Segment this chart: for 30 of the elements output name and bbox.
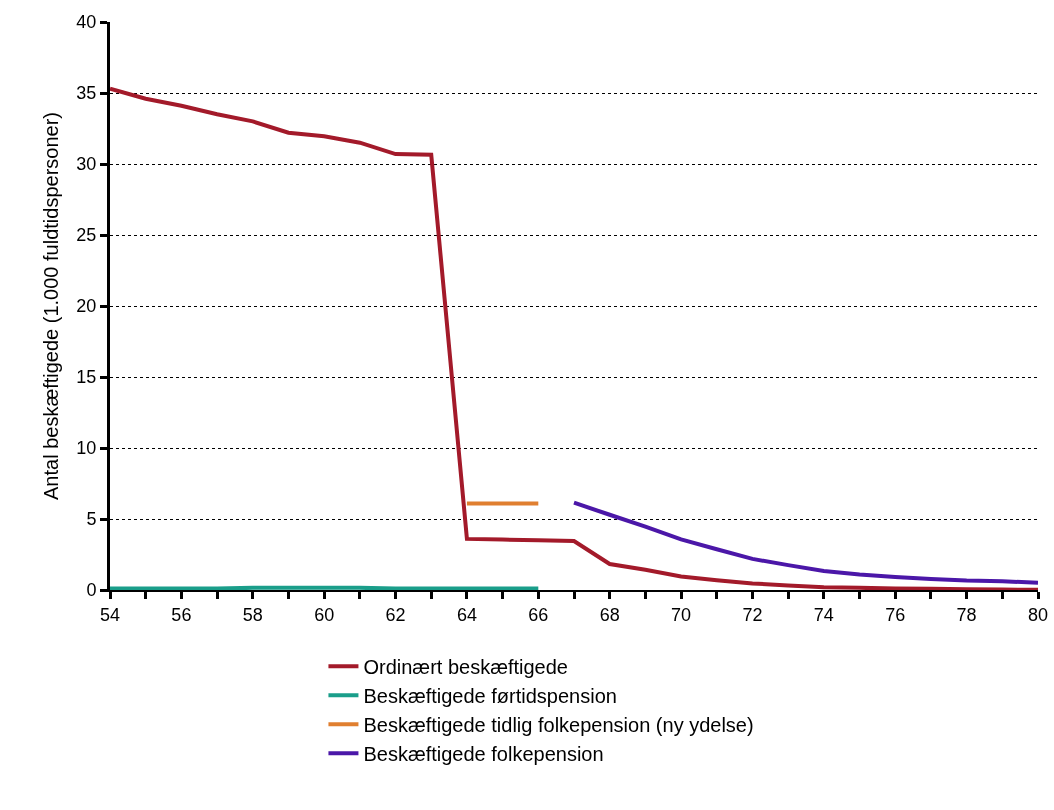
x-tick-label: 56: [171, 604, 192, 625]
y-tick-label: 5: [86, 509, 97, 530]
x-tick-label: 76: [885, 604, 906, 625]
x-tick-label: 54: [99, 604, 121, 625]
y-tick-label: 25: [76, 225, 97, 246]
x-tick-label: 60: [314, 604, 335, 625]
legend-label: Beskæftigede folkepension: [363, 743, 604, 766]
x-tick-label: 72: [742, 604, 763, 625]
x-tick-label: 70: [671, 604, 692, 625]
y-tick-label: 10: [76, 438, 97, 459]
y-tick-label: 20: [76, 296, 97, 317]
x-tick-label: 80: [1027, 604, 1049, 625]
x-tick-label: 62: [385, 604, 406, 625]
y-tick-label: 40: [76, 12, 97, 33]
x-tick-label: 64: [456, 604, 477, 625]
x-tick-label: 78: [956, 604, 977, 625]
line-series: [572, 500, 1038, 585]
y-tick-label: 15: [76, 367, 97, 388]
y-axis-title: Antal beskæftigede (1.000 fuldtidspersoner): [40, 111, 62, 501]
y-tick-label: 30: [76, 154, 97, 175]
line-series: [110, 86, 1038, 590]
y-tick-label: 0: [86, 580, 97, 601]
x-tick-label: 74: [813, 604, 834, 625]
x-tick-label: 68: [599, 604, 620, 625]
y-tick-label: 35: [76, 83, 97, 104]
legend-label: Beskæftigede tidlig folkepension (ny ydelse): [363, 714, 754, 737]
legend-label: Ordinært beskæftigede: [363, 656, 568, 679]
x-tick-label: 66: [528, 604, 549, 625]
legend-label: Beskæftigede førtidspension: [363, 685, 617, 708]
x-tick-label: 58: [242, 604, 263, 625]
